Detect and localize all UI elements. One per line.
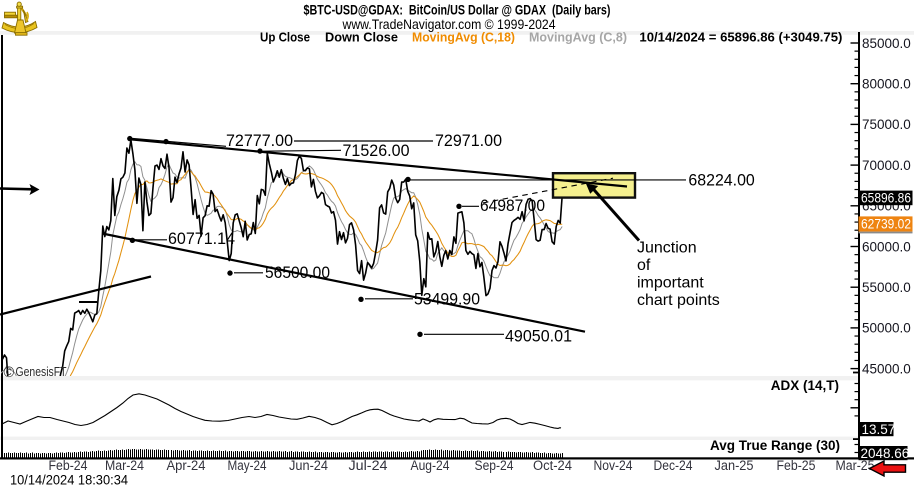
svg-text:60771.14: 60771.14 xyxy=(168,229,235,248)
svg-text:53499.90: 53499.90 xyxy=(414,289,480,308)
svg-text:55000.0: 55000.0 xyxy=(862,280,911,295)
svg-text:Feb-25: Feb-25 xyxy=(777,458,816,473)
svg-text:Up Close: Up Close xyxy=(260,30,310,45)
svg-text:Dec-24: Dec-24 xyxy=(654,458,693,473)
svg-text:Aug-24: Aug-24 xyxy=(411,458,450,473)
svg-text:Oct-24: Oct-24 xyxy=(533,458,572,473)
svg-text:important: important xyxy=(637,275,704,292)
svg-text:ADX (14,T): ADX (14,T) xyxy=(771,378,839,393)
svg-text:64987.00: 64987.00 xyxy=(480,196,545,215)
svg-text:80000.0: 80000.0 xyxy=(862,77,911,92)
svg-text:Jul-24: Jul-24 xyxy=(349,458,389,473)
svg-text:Sep-24: Sep-24 xyxy=(475,458,514,473)
svg-text:May-24: May-24 xyxy=(228,458,267,473)
svg-text:62739.02: 62739.02 xyxy=(861,217,911,232)
svg-text:Mar-24: Mar-24 xyxy=(105,458,144,473)
svg-text:$BTC-USD@GDAX: BitCoin/US Dol: $BTC-USD@GDAX: BitCoin/US Dollar @ GDAX … xyxy=(304,2,611,18)
svg-text:70000.0: 70000.0 xyxy=(862,158,911,173)
svg-text:65896.86: 65896.86 xyxy=(861,190,911,205)
svg-text:50000.0: 50000.0 xyxy=(862,321,911,336)
svg-text:MovingAvg (C,18): MovingAvg (C,18) xyxy=(412,30,515,45)
svg-text:49050.01: 49050.01 xyxy=(505,326,572,345)
svg-text:Avg True Range (30): Avg True Range (30) xyxy=(710,438,840,453)
svg-text:10/14/2024 18:30:34: 10/14/2024 18:30:34 xyxy=(10,473,128,488)
svg-text:72777.00: 72777.00 xyxy=(226,131,293,150)
svg-text:©: © xyxy=(4,365,15,381)
svg-text:71526.00: 71526.00 xyxy=(343,141,410,160)
svg-text:85000.0: 85000.0 xyxy=(862,36,911,51)
svg-text:10/14/2024 = 65896.86 (+3049.7: 10/14/2024 = 65896.86 (+3049.75) xyxy=(639,30,842,45)
svg-text:56500.00: 56500.00 xyxy=(265,263,330,282)
svg-text:60000.0: 60000.0 xyxy=(862,239,911,254)
svg-text:Nov-24: Nov-24 xyxy=(594,458,633,473)
svg-text:Mar-25: Mar-25 xyxy=(836,458,875,473)
svg-text:45000.0: 45000.0 xyxy=(862,361,911,376)
svg-text:Junction: Junction xyxy=(637,240,697,257)
svg-text:Down Close: Down Close xyxy=(325,30,398,45)
svg-text:68224.00: 68224.00 xyxy=(688,170,754,189)
svg-text:of: of xyxy=(637,257,651,274)
svg-text:Jan-25: Jan-25 xyxy=(715,458,754,473)
svg-text:75000.0: 75000.0 xyxy=(862,117,911,132)
svg-text:MovingAvg (C,8): MovingAvg (C,8) xyxy=(529,30,627,45)
svg-text:Jun-24: Jun-24 xyxy=(289,458,328,473)
svg-text:GenesisFT: GenesisFT xyxy=(16,365,67,379)
svg-text:www.TradeNavigator.com © 1999-: www.TradeNavigator.com © 1999-2024 xyxy=(342,16,556,32)
svg-text:72971.00: 72971.00 xyxy=(435,131,502,150)
svg-text:2048.66: 2048.66 xyxy=(861,446,910,461)
svg-text:Apr-24: Apr-24 xyxy=(167,458,206,473)
svg-text:Feb-24: Feb-24 xyxy=(49,458,88,473)
svg-text:13.57: 13.57 xyxy=(862,422,896,437)
svg-text:chart points: chart points xyxy=(637,292,720,309)
